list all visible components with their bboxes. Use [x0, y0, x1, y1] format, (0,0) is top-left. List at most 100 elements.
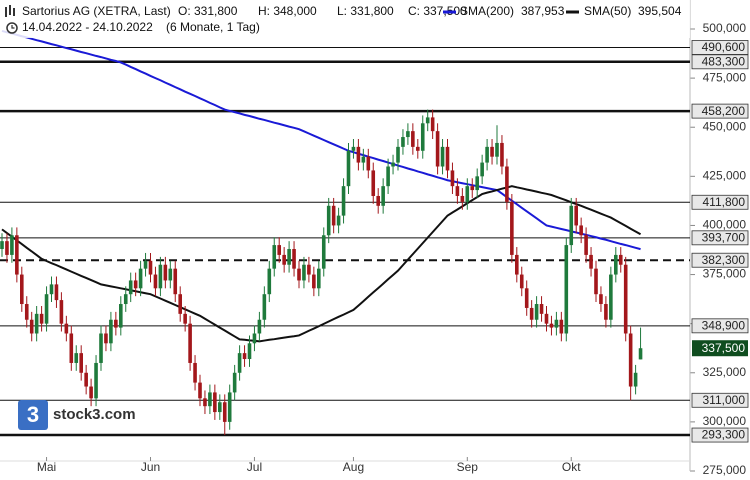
- chart-title: Sartorius AG (XETRA, Last): [22, 4, 171, 18]
- candle-body: [628, 333, 633, 387]
- candle-body: [346, 150, 351, 187]
- logo-text: stock3.com: [53, 406, 136, 423]
- candle-body: [336, 215, 341, 226]
- header: Sartorius AG (XETRA, Last) O: 331,800 H:…: [0, 0, 690, 38]
- level-label: 311,000: [703, 393, 746, 407]
- candle-body: [128, 280, 133, 295]
- candle-body: [544, 313, 549, 324]
- legend-value: 387,953: [521, 4, 565, 18]
- header-bg: [0, 0, 690, 38]
- y-tick-label: 400,000: [703, 218, 747, 232]
- candle-body: [138, 268, 143, 289]
- candle-body: [242, 353, 247, 360]
- candle-body: [302, 264, 306, 281]
- candle-body: [59, 300, 64, 324]
- level-label-box: [691, 318, 749, 334]
- logo: 3 stock3.com: [18, 400, 136, 430]
- candle-body: [158, 264, 163, 289]
- candle-body: [485, 146, 489, 163]
- x-tick-label: Okt: [562, 460, 581, 474]
- candle-body: [391, 162, 395, 167]
- candle-body: [183, 313, 187, 324]
- candle-body: [465, 186, 470, 202]
- candle-body: [633, 372, 638, 387]
- candle-body: [569, 205, 574, 246]
- candle-body: [490, 146, 494, 157]
- ohlc-close: C: 337,500: [408, 4, 467, 18]
- candle-body: [317, 268, 321, 289]
- candle-body: [480, 162, 484, 177]
- candle-body: [64, 323, 69, 334]
- candle-body: [104, 333, 108, 344]
- candle-body: [237, 353, 242, 373]
- candle-body: [584, 235, 588, 255]
- candle-body: [326, 205, 331, 236]
- level-label-box: [691, 54, 749, 70]
- candle-body: [0, 241, 4, 250]
- candle-body: [312, 274, 316, 289]
- sma-line: [1, 185, 642, 343]
- level-label-box: [691, 230, 749, 246]
- candle-body: [420, 123, 425, 151]
- candle-body: [148, 260, 153, 275]
- candle-body: [114, 319, 118, 328]
- y-tick-label: 500,000: [703, 21, 747, 35]
- candle-body: [505, 166, 509, 202]
- candle-body: [534, 304, 539, 320]
- candle-body: [435, 131, 440, 167]
- candle-body: [519, 274, 524, 289]
- level-label-box: [691, 427, 749, 443]
- candle-body: [178, 294, 182, 314]
- level-label: 490,600: [702, 40, 746, 54]
- candle-body: [94, 362, 98, 399]
- candle-body: [188, 323, 192, 363]
- candle-body: [173, 268, 178, 295]
- x-tick-label: Mai: [37, 460, 56, 474]
- y-tick-label: 375,000: [703, 267, 747, 281]
- level-label: 411,800: [703, 195, 746, 209]
- candle-body: [292, 249, 296, 269]
- clock-icon: [6, 22, 18, 34]
- candle-body: [153, 274, 158, 289]
- level-label-box: [691, 392, 749, 408]
- candle-body: [203, 398, 207, 407]
- candle-body: [425, 117, 430, 124]
- candle-body: [321, 235, 326, 269]
- candle-body: [371, 170, 376, 196]
- level-label: 382,300: [702, 253, 746, 267]
- legend-value: 395,504: [638, 4, 682, 18]
- candle-body: [198, 382, 202, 399]
- candle-body: [406, 131, 410, 138]
- candle-body: [574, 205, 578, 226]
- candle-body: [44, 294, 49, 324]
- candle-body: [599, 294, 603, 305]
- candle-body: [282, 254, 286, 265]
- candle-body: [361, 156, 366, 163]
- candle-body: [638, 348, 643, 360]
- candle-body: [232, 372, 237, 393]
- candle-body: [376, 195, 380, 206]
- y-tick-label: 325,000: [703, 365, 747, 379]
- candle-body: [623, 264, 628, 334]
- y-tick-label: 300,000: [703, 414, 747, 428]
- candle-body: [143, 260, 148, 269]
- candle-body: [416, 146, 420, 151]
- candle-body: [564, 245, 569, 334]
- candle-body: [455, 186, 460, 196]
- candle-body: [386, 166, 390, 187]
- candle-body: [356, 146, 361, 163]
- candle-body: [411, 131, 415, 147]
- level-label-box: [691, 194, 749, 210]
- candle-body: [252, 333, 257, 344]
- candle-body: [10, 235, 14, 255]
- candle-body: [475, 176, 479, 191]
- legend-label: SMA(50): [584, 4, 631, 18]
- y-tick-label: 275,000: [703, 463, 747, 477]
- candle-body: [34, 313, 39, 334]
- candle-body: [277, 245, 281, 255]
- candle-body: [307, 264, 311, 275]
- ohlc-open: O: 331,800: [178, 4, 238, 18]
- candle-body: [445, 146, 450, 171]
- sma-line: [1, 29, 641, 251]
